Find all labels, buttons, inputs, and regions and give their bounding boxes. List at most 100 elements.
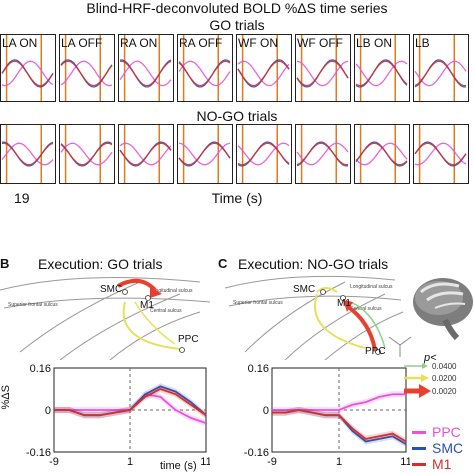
y-tick-label: -0.16 [26, 447, 51, 459]
trace-m1 [119, 142, 172, 166]
condition-label: RA OFF [179, 36, 222, 50]
trace-ppc [178, 142, 231, 166]
panel-c-title: Execution: NO-GO trials [238, 256, 389, 272]
region-legend: PPC SMC M1 [412, 424, 463, 472]
band-ppc [54, 391, 206, 427]
panel-la-off [59, 124, 115, 184]
panel-b-node-smc: SMC [100, 284, 122, 295]
panel-la-off: LA OFF [59, 34, 115, 102]
trace-ppc [355, 60, 408, 87]
series-m1 [54, 388, 207, 417]
panel-wf-off [295, 124, 351, 184]
condition-label: LA ON [2, 36, 37, 50]
trace-m1 [60, 60, 113, 87]
series-m1 [272, 409, 407, 443]
panel-b-sulcus-2: Longitudinal sulcus [150, 288, 193, 294]
pvalue-2: 0.0020 [432, 387, 457, 396]
panel-b-chart: 0.160-0.16-9 1 11 [26, 363, 210, 468]
panel-frame [413, 124, 469, 184]
trace-ppc [355, 142, 408, 166]
band-m1 [54, 385, 206, 419]
x-tick-label: 11 [400, 456, 410, 468]
legend-smc-label: SMC [432, 440, 464, 456]
trace-m1 [1, 142, 54, 166]
trace-ppc [237, 60, 290, 87]
trace-m1 [119, 60, 172, 87]
x-tick-label: 1 [336, 456, 342, 468]
panel-frame [118, 124, 174, 184]
go-trials-label: GO trials [209, 17, 265, 33]
panel-b-sulcus-1: Superior frontal sulcus [8, 302, 58, 308]
panel-frame [236, 34, 292, 102]
trace-smc [178, 59, 231, 88]
trace-m1 [414, 60, 467, 87]
panel-frame [118, 34, 174, 102]
x-tick-label: 1 [127, 456, 133, 468]
trace-ppc [296, 142, 349, 166]
trace-m1 [296, 142, 349, 166]
trace-m1 [414, 142, 467, 166]
legend-ppc-swatch [412, 430, 426, 434]
x-tick-label: 11 [200, 456, 210, 468]
trace-ppc [119, 60, 172, 87]
panel-c-sulcus-2: Longitudinal sulcus [350, 284, 393, 290]
go-trials-row: LA ON LA OFF RA ON RA OFF WF ON WF OFF LB ON LB [0, 34, 469, 102]
panel-la-on [0, 124, 56, 184]
trace-ppc [178, 60, 231, 87]
condition-label: WF ON [238, 36, 278, 50]
panel-lb: LB [413, 34, 469, 102]
panel-c-brain-schematic: Superior frontal sulcus Longitudinal sul… [225, 275, 404, 360]
trace-ppc [1, 142, 54, 166]
trace-m1 [237, 142, 290, 166]
y-tick-label: 0 [263, 405, 269, 417]
panel-lb-on: LB ON [354, 34, 410, 102]
legend-ppc: PPC [412, 424, 463, 440]
panel-wf-on [236, 124, 292, 184]
panel-la-on: LA ON [0, 34, 56, 102]
panel-b-node-m1: M1 [140, 300, 154, 311]
panel-frame [177, 34, 233, 102]
trace-smc [296, 59, 349, 88]
orientation-axes-icon [388, 336, 412, 357]
x-tick-label: -9 [267, 456, 277, 468]
panel-a-title: Blind-HRF-deconvoluted BOLD %ΔS time ser… [86, 0, 388, 16]
condition-label: WF OFF [297, 36, 343, 50]
condition-label: LB [415, 36, 430, 50]
panel-b-title: Execution: GO trials [38, 256, 163, 272]
trace-ppc [414, 142, 467, 166]
panel-frame [354, 124, 410, 184]
trace-smc [355, 141, 408, 167]
trace-m1 [178, 60, 231, 87]
panel-frame [413, 34, 469, 102]
pvalue-1: 0.0200 [432, 374, 457, 383]
trace-smc [178, 141, 231, 167]
panel-c-sulcus-1: Superior frontal sulcus [233, 300, 283, 306]
trace-ppc [237, 142, 290, 166]
panel-b-sulcus-3: Central sulcus [150, 308, 182, 314]
panel-ra-off: RA OFF [177, 34, 233, 102]
nogo-trials-row [0, 124, 469, 184]
trace-m1 [355, 60, 408, 87]
trace-m1 [296, 60, 349, 87]
panel-wf-off: WF OFF [295, 34, 351, 102]
trace-ppc [119, 142, 172, 166]
condition-label: RA ON [120, 36, 157, 50]
panel-c-chart: 0.160-0.16-9 1 11 [244, 363, 410, 468]
y-tick-label: 0 [45, 405, 51, 417]
panel-frame [236, 124, 292, 184]
trace-m1 [60, 142, 113, 166]
y-tick-label: 0.16 [30, 363, 51, 375]
panel-c-node-m1: M1 [337, 298, 351, 309]
trace-ppc [296, 60, 349, 87]
panel-b-node-ppc: PPC [178, 334, 199, 345]
legend-m1-swatch [412, 462, 426, 466]
y-tick-label: -0.16 [244, 447, 269, 459]
trace-m1 [355, 142, 408, 166]
panel-frame [59, 34, 115, 102]
panel-a-xlabel: Time (s) [211, 190, 263, 206]
legend-m1-label: M1 [432, 456, 452, 472]
trace-ppc [1, 60, 54, 87]
legend-ppc-label: PPC [432, 424, 461, 440]
trace-ppc [60, 142, 113, 166]
band-m1 [272, 406, 406, 445]
